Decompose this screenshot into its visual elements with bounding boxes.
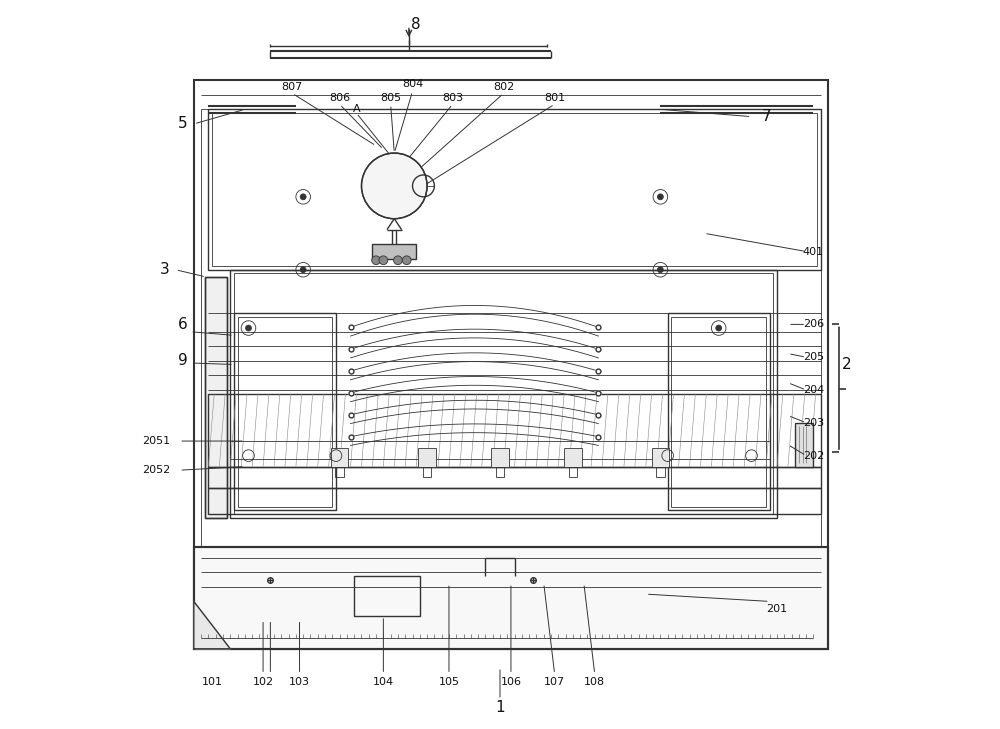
Text: 2052: 2052 — [142, 465, 170, 475]
Circle shape — [402, 256, 411, 265]
Bar — [496, 467, 504, 477]
Bar — [354, 576, 420, 616]
Text: 205: 205 — [803, 352, 824, 362]
Bar — [564, 448, 582, 467]
Bar — [795, 423, 813, 467]
Text: 6: 6 — [178, 317, 188, 332]
Bar — [208, 467, 821, 488]
Text: 2051: 2051 — [142, 436, 170, 446]
Text: A: A — [353, 104, 360, 114]
Bar — [656, 467, 665, 477]
Text: 7: 7 — [761, 109, 771, 124]
Text: 803: 803 — [442, 93, 463, 104]
Text: 106: 106 — [500, 677, 521, 687]
Text: 102: 102 — [253, 677, 274, 687]
Text: 802: 802 — [493, 82, 514, 93]
Bar — [205, 277, 227, 518]
Bar — [194, 547, 828, 649]
Text: 2: 2 — [841, 357, 851, 372]
Text: 807: 807 — [282, 82, 303, 93]
Bar — [671, 317, 766, 507]
Bar — [208, 109, 821, 270]
Text: 201: 201 — [766, 604, 788, 614]
Circle shape — [372, 256, 380, 265]
Bar — [491, 448, 509, 467]
Circle shape — [300, 194, 306, 200]
Circle shape — [657, 267, 663, 273]
Bar — [234, 313, 336, 510]
Text: 103: 103 — [289, 677, 310, 687]
Circle shape — [300, 267, 306, 273]
Circle shape — [657, 194, 663, 200]
Text: 107: 107 — [544, 677, 565, 687]
Circle shape — [716, 325, 722, 331]
Text: 105: 105 — [438, 677, 459, 687]
Bar — [372, 244, 416, 259]
Bar — [205, 277, 227, 518]
Bar — [230, 270, 777, 518]
Text: 3: 3 — [160, 262, 170, 277]
Text: 801: 801 — [544, 93, 565, 104]
Bar — [418, 448, 436, 467]
Bar — [569, 467, 577, 477]
Text: 206: 206 — [803, 319, 824, 330]
Bar — [668, 313, 770, 510]
Text: 401: 401 — [803, 246, 824, 257]
Bar — [194, 547, 828, 649]
Text: 1: 1 — [495, 700, 505, 714]
Text: 108: 108 — [584, 677, 605, 687]
Text: 202: 202 — [803, 451, 824, 461]
Text: 9: 9 — [178, 354, 188, 368]
Text: 804: 804 — [402, 79, 423, 89]
Text: 806: 806 — [329, 93, 350, 104]
Circle shape — [394, 256, 402, 265]
Polygon shape — [194, 601, 230, 649]
Bar — [212, 113, 817, 266]
Bar — [234, 273, 773, 514]
Circle shape — [361, 153, 427, 219]
Bar — [652, 448, 669, 467]
Circle shape — [246, 325, 251, 331]
Bar — [423, 467, 431, 477]
Bar — [208, 488, 821, 514]
Text: 805: 805 — [380, 93, 401, 104]
Text: 204: 204 — [803, 385, 824, 395]
Text: 104: 104 — [373, 677, 394, 687]
Bar — [331, 448, 348, 467]
Bar — [208, 394, 821, 467]
Text: 101: 101 — [202, 677, 223, 687]
Bar — [335, 467, 344, 477]
Circle shape — [379, 256, 388, 265]
Text: 8: 8 — [411, 17, 421, 31]
Text: 203: 203 — [803, 418, 824, 428]
Bar — [194, 80, 828, 649]
Bar — [238, 317, 332, 507]
Text: 5: 5 — [178, 117, 188, 131]
